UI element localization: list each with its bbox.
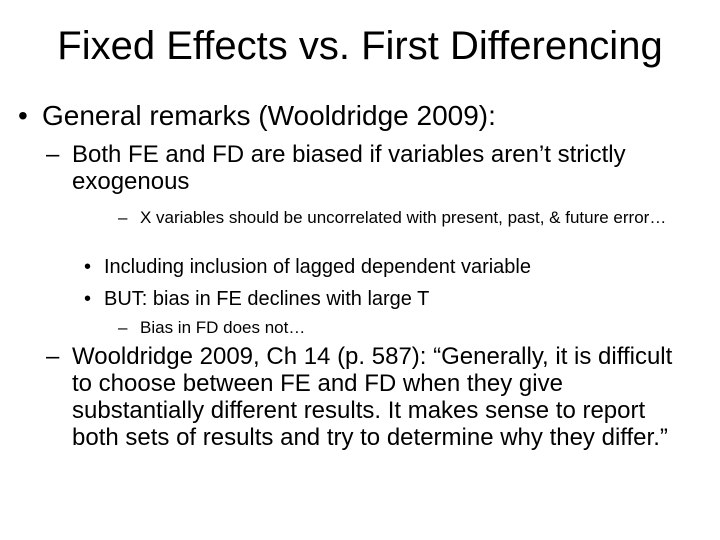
bullet-text: BUT: bias in FE declines with large T	[104, 288, 430, 310]
bullet-text: Wooldridge 2009, Ch 14 (p. 587): “Genera…	[72, 343, 673, 451]
bullet: •	[84, 256, 92, 278]
bullet-item: • BUT: bias in FE declines with large T	[84, 288, 714, 310]
bullet-item: – Bias in FD does not…	[118, 318, 708, 337]
bullet-item: – X variables should be uncorrelated with…	[118, 208, 708, 227]
bullet-text: Including inclusion of lagged dependent …	[104, 256, 531, 278]
bullet-text: Both FE and FD are biased if variables a…	[72, 141, 626, 195]
bullet: •	[18, 100, 28, 131]
bullet-item: • General remarks (Wooldridge 2009):	[18, 100, 698, 131]
bullet: –	[46, 343, 60, 370]
bullet-text: Bias in FD does not…	[140, 318, 306, 337]
bullet-item: – Both FE and FD are biased if variables …	[46, 141, 676, 196]
bullet-item: – Wooldridge 2009, Ch 14 (p. 587): “Gener…	[46, 343, 694, 452]
bullet: –	[118, 208, 128, 227]
bullet-text: X variables should be uncorrelated with …	[140, 208, 667, 227]
bullet-item: • Including inclusion of lagged dependent…	[84, 256, 714, 278]
bullet: •	[84, 288, 92, 310]
slide-title: Fixed Effects vs. First Differencing	[57, 24, 663, 68]
bullet: –	[46, 141, 60, 168]
bullet: –	[118, 318, 128, 337]
bullet-text: General remarks (Wooldridge 2009):	[42, 100, 496, 131]
